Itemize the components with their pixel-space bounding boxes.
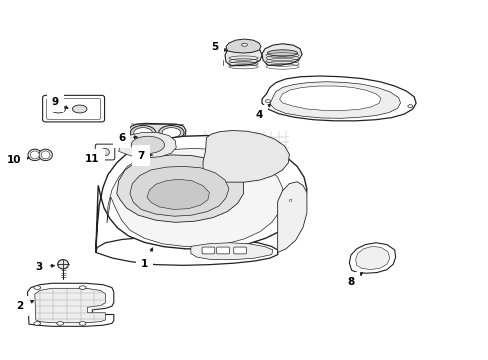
Text: 6: 6 [118, 133, 137, 143]
Polygon shape [130, 166, 228, 216]
FancyBboxPatch shape [95, 144, 115, 160]
FancyBboxPatch shape [202, 247, 214, 254]
Ellipse shape [267, 50, 297, 56]
Ellipse shape [41, 151, 50, 159]
Polygon shape [224, 45, 262, 66]
Ellipse shape [265, 100, 270, 103]
Polygon shape [262, 44, 302, 65]
Polygon shape [203, 131, 289, 182]
Text: 11: 11 [85, 154, 100, 164]
Text: 3: 3 [35, 262, 54, 272]
FancyBboxPatch shape [154, 148, 203, 157]
Polygon shape [147, 179, 209, 210]
Polygon shape [35, 288, 105, 323]
Ellipse shape [130, 126, 156, 140]
Polygon shape [225, 39, 261, 53]
Ellipse shape [79, 286, 86, 289]
Polygon shape [190, 243, 272, 260]
Text: 4: 4 [255, 104, 270, 121]
Ellipse shape [28, 149, 41, 161]
Ellipse shape [241, 43, 247, 46]
Text: 10: 10 [7, 155, 30, 165]
Text: 9: 9 [52, 97, 68, 108]
Text: n: n [288, 198, 292, 203]
FancyBboxPatch shape [233, 247, 246, 254]
Polygon shape [355, 246, 389, 270]
Polygon shape [96, 237, 277, 265]
Polygon shape [107, 148, 283, 246]
Ellipse shape [34, 286, 41, 289]
Ellipse shape [39, 149, 52, 161]
Ellipse shape [58, 260, 68, 269]
Ellipse shape [72, 105, 87, 113]
Polygon shape [119, 132, 176, 158]
Polygon shape [117, 155, 243, 222]
Text: 8: 8 [346, 273, 362, 287]
Polygon shape [269, 82, 400, 118]
Ellipse shape [101, 148, 109, 156]
Ellipse shape [79, 321, 86, 325]
Ellipse shape [57, 321, 63, 325]
Ellipse shape [158, 126, 183, 140]
Ellipse shape [134, 128, 152, 138]
Polygon shape [277, 182, 306, 255]
Ellipse shape [34, 321, 41, 325]
Ellipse shape [51, 105, 65, 113]
Polygon shape [96, 135, 306, 252]
Ellipse shape [162, 128, 180, 138]
FancyBboxPatch shape [216, 247, 229, 254]
Polygon shape [279, 86, 380, 111]
Text: 7: 7 [137, 150, 152, 161]
Polygon shape [27, 283, 114, 326]
Text: 1: 1 [141, 248, 152, 269]
Ellipse shape [407, 105, 412, 108]
Polygon shape [348, 243, 395, 273]
Text: 5: 5 [211, 42, 227, 52]
Text: 2: 2 [17, 300, 34, 311]
Polygon shape [262, 76, 415, 121]
FancyBboxPatch shape [46, 99, 101, 120]
Ellipse shape [30, 151, 39, 159]
Ellipse shape [131, 136, 164, 153]
FancyBboxPatch shape [42, 95, 104, 122]
Polygon shape [128, 123, 185, 142]
